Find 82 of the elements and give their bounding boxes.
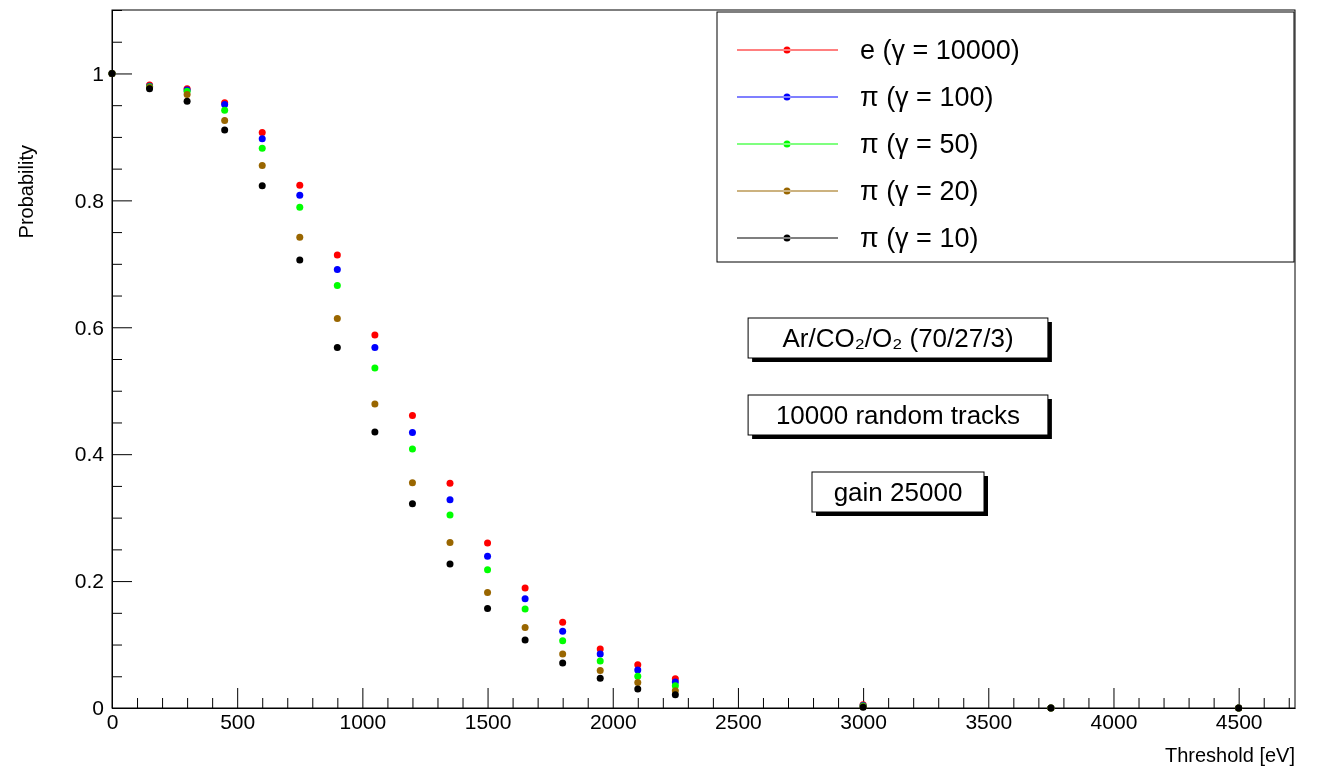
point [221,126,229,134]
point [371,400,379,408]
legend-label: π (γ = 20) [860,176,979,206]
point [446,560,454,568]
point [596,650,604,658]
point [408,429,416,437]
point [484,552,492,560]
point [296,191,304,199]
point [671,691,679,699]
point [258,161,266,169]
point [333,281,341,289]
point [634,672,642,680]
point [596,674,604,682]
point [446,538,454,546]
point [446,479,454,487]
legend-label: π (γ = 50) [860,129,979,159]
x-tick-label: 4000 [1090,709,1138,733]
point [408,445,416,453]
point [559,650,567,658]
point [634,666,642,674]
point [559,618,567,626]
point [596,667,604,675]
point [333,344,341,352]
point [596,657,604,665]
point [183,97,191,105]
point [484,589,492,597]
point [484,566,492,574]
legend-label: π (γ = 100) [860,82,994,112]
y-tick-label: 0.4 [74,442,105,466]
y-tick-label: 0.6 [74,315,104,339]
point [371,331,379,339]
point [296,256,304,264]
point [521,584,529,592]
point [484,539,492,547]
point [484,604,492,612]
x-axis-title: Threshold [eV] [1164,744,1295,766]
point [296,233,304,241]
point [333,266,341,274]
point [258,144,266,152]
point [258,128,266,136]
annotation: gain 25000 [833,477,963,507]
point [371,364,379,372]
x-tick-label: 2500 [715,709,762,733]
point [258,135,266,143]
y-tick-label: 0.2 [74,569,104,593]
point [521,605,529,613]
point [446,496,454,504]
point [221,106,229,114]
y-tick-label: 0.8 [74,188,104,212]
point [296,203,304,211]
legend-label: e (γ = 10000) [860,35,1020,65]
point [408,479,416,487]
point [296,181,304,189]
x-tick-label: 1500 [464,709,512,733]
point [559,637,567,645]
annotation: Ar/CO₂/O₂ (70/27/3) [782,323,1014,353]
point [371,428,379,436]
point [559,659,567,667]
point [333,251,341,259]
y-axis-title: Probability [15,145,37,239]
point [258,182,266,190]
point [521,636,529,644]
legend-label: π (γ = 10) [860,223,979,253]
point [371,344,379,352]
point [521,595,529,603]
x-tick-label: 1000 [339,709,387,733]
point [446,511,454,519]
point [559,627,567,635]
x-tick-label: 3000 [840,709,887,733]
point [408,411,416,419]
x-tick-label: 4500 [1215,709,1263,733]
point [634,685,642,693]
y-tick-label: 1 [92,61,104,85]
point [408,500,416,508]
point [333,314,341,322]
annotation: 10000 random tracks [775,400,1021,430]
x-tick-label: 3500 [965,709,1013,733]
point [634,679,642,687]
x-tick-label: 2000 [589,709,637,733]
point [221,116,229,124]
x-tick-label: 500 [220,709,256,733]
point [521,623,529,631]
